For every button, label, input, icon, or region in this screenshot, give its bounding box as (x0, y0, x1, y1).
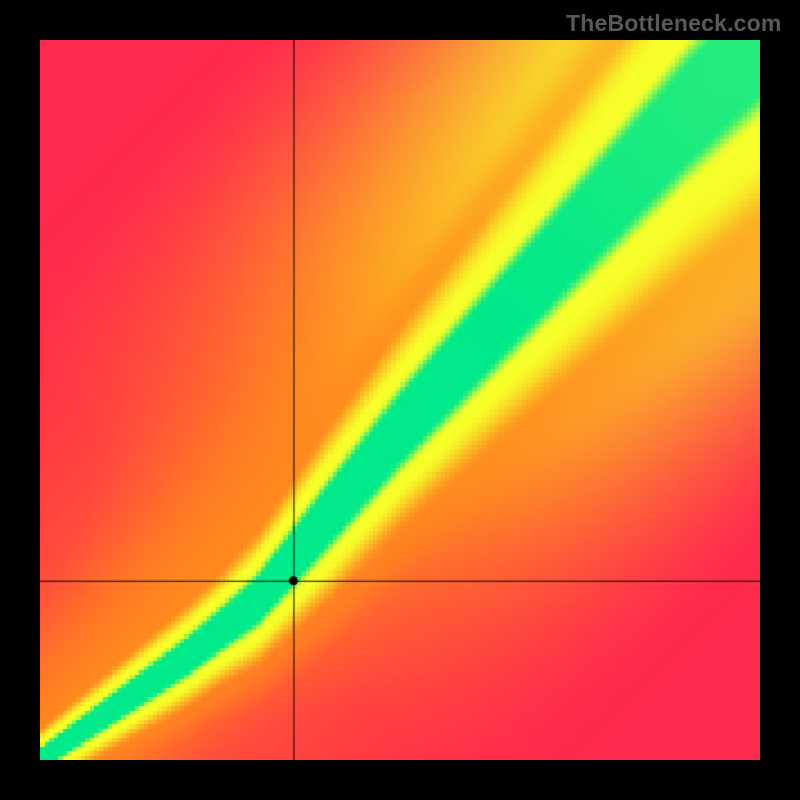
frame-right (760, 0, 800, 800)
frame-left (0, 0, 40, 800)
watermark-text: TheBottleneck.com (566, 10, 782, 37)
frame-bottom (0, 760, 800, 800)
bottleneck-heatmap (40, 40, 760, 760)
